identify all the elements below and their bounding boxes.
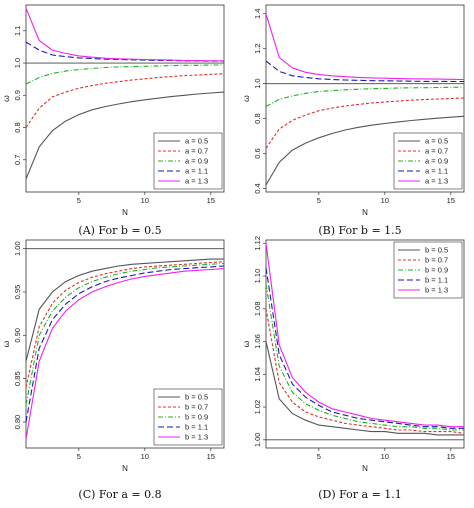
series-line-d-4 [265, 267, 464, 429]
y-tick-label-d: 1.08 [253, 301, 262, 316]
series-line-d-3 [265, 284, 464, 431]
y-tick-label-c: 1.00 [13, 241, 22, 256]
y-tick-label-b: 1.2 [253, 43, 262, 53]
chart-d: 1.00 1.02 1.04 1.06 1.08 1.10 1.12 5 10 15 Nω b = 0… [241, 236, 465, 473]
x-tick-label-a: 15 [207, 196, 215, 205]
series-line-d-1 [265, 341, 464, 436]
x-tick-label-a: 10 [141, 196, 149, 205]
y-axis-label-b: ω [241, 95, 251, 102]
series-line-c-4 [25, 265, 225, 423]
series-line-a-2 [25, 73, 225, 128]
legend-label-b-4: a = 1.1 [425, 167, 448, 176]
x-axis-label-b: N [362, 208, 368, 217]
series-line-c-5 [25, 268, 225, 440]
plot-frame-c [25, 239, 225, 449]
y-tick-label-c: 0.85 [13, 371, 22, 386]
x-axis-label-d: N [362, 464, 368, 473]
legend-label-c-2: b = 0.7 [185, 403, 208, 412]
y-tick-label-c: 0.95 [13, 285, 22, 300]
series-line-a-1 [25, 91, 225, 180]
legend-label-d-2: b = 0.7 [425, 256, 448, 265]
x-tick-label-d: 15 [447, 452, 455, 461]
y-tick-label-d: 1.10 [253, 269, 262, 284]
y-tick-label-b: 1.4 [253, 9, 262, 19]
y-tick-label-a: 1.1 [13, 26, 22, 36]
x-axis-label-a: N [122, 208, 128, 217]
x-tick-label-d: 5 [317, 452, 321, 461]
legend-label-a-3: a = 0.9 [185, 157, 208, 166]
legend-label-a-5: a = 1.3 [185, 177, 208, 186]
caption-d: (D) For a = 1.1 [318, 488, 402, 501]
series-line-a-3 [25, 64, 224, 85]
legend-label-b-1: a = 0.5 [425, 137, 448, 146]
y-axis-label-a: ω [1, 95, 11, 102]
y-axis-label-c: ω [1, 340, 11, 347]
x-tick-label-d: 10 [381, 452, 389, 461]
series-line-b-2 [265, 97, 465, 149]
series-line-c-3 [25, 262, 225, 405]
caption-c: (C) For a = 0.8 [78, 488, 162, 501]
y-tick-label-a: 0.9 [13, 90, 22, 100]
series-line-a-5 [25, 7, 224, 62]
x-tick-label-c: 10 [141, 452, 149, 461]
caption-b: (B) For b = 1.5 [318, 224, 402, 237]
plot-frame-b [265, 4, 465, 193]
y-tick-label-d: 1.06 [253, 334, 262, 349]
caption-a: (A) For b = 0.5 [78, 224, 162, 237]
legend-label-c-5: b = 1.3 [185, 433, 208, 442]
y-tick-label-d: 1.00 [253, 433, 262, 448]
plot-frame-a [25, 4, 225, 193]
legend-label-c-1: b = 0.5 [185, 393, 208, 402]
x-tick-label-c: 5 [77, 452, 81, 461]
series-line-d-5 [265, 243, 464, 428]
series-line-b-3 [265, 86, 465, 107]
y-tick-label-d: 1.02 [253, 400, 262, 415]
legend-label-c-4: b = 1.1 [185, 423, 208, 432]
y-tick-label-b: 0.4 [253, 183, 262, 193]
legend-label-d-1: b = 0.5 [425, 246, 448, 255]
series-line-b-5 [265, 13, 465, 81]
x-tick-label-a: 5 [77, 196, 81, 205]
y-tick-label-a: 0.8 [13, 122, 22, 132]
x-axis-label-c: N [122, 464, 128, 473]
legend-label-d-4: b = 1.1 [425, 276, 448, 285]
x-tick-label-b: 10 [381, 196, 389, 205]
plot-frame-d [265, 239, 465, 449]
y-tick-label-c: 0.80 [13, 415, 22, 430]
x-tick-label-b: 15 [447, 196, 455, 205]
y-tick-label-a: 0.7 [13, 155, 22, 165]
y-tick-label-b: 0.6 [253, 148, 262, 158]
y-tick-label-a: 1.0 [13, 58, 22, 68]
y-tick-label-c: 0.90 [13, 328, 22, 343]
legend-label-b-3: a = 0.9 [425, 157, 448, 166]
legend-label-c-3: b = 0.9 [185, 413, 208, 422]
series-line-b-4 [265, 60, 464, 83]
legend-label-b-2: a = 0.7 [425, 147, 448, 156]
legend-label-a-4: a = 1.1 [185, 167, 208, 176]
x-tick-label-c: 15 [207, 452, 215, 461]
legend-label-b-5: a = 1.3 [425, 177, 448, 186]
legend-label-d-5: b = 1.3 [425, 286, 448, 295]
y-tick-label-d: 1.12 [253, 236, 262, 251]
series-line-c-1 [25, 258, 224, 362]
series-line-c-2 [25, 261, 225, 388]
legend-label-a-1: a = 0.5 [185, 137, 208, 146]
legend-label-a-2: a = 0.7 [185, 147, 208, 156]
x-tick-label-b: 5 [317, 196, 321, 205]
y-tick-label-b: 1.0 [253, 78, 262, 88]
legend-label-d-3: b = 0.9 [425, 266, 448, 275]
series-line-a-4 [25, 41, 224, 62]
y-axis-label-d: ω [241, 340, 251, 347]
y-tick-label-d: 1.04 [253, 367, 262, 382]
series-line-b-1 [265, 115, 465, 186]
series-line-d-2 [265, 308, 465, 434]
y-tick-label-b: 0.8 [253, 113, 262, 123]
